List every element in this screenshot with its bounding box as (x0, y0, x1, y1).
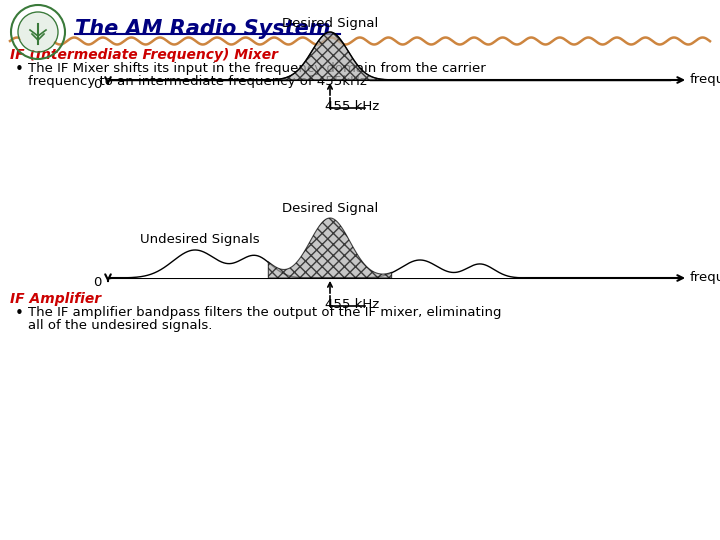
Text: 455 kHz: 455 kHz (325, 100, 379, 113)
Text: The AM Radio System: The AM Radio System (75, 19, 330, 39)
Text: frequency to an intermediate frequency of 455kHz: frequency to an intermediate frequency o… (28, 75, 367, 88)
Text: 0: 0 (94, 78, 102, 91)
Circle shape (19, 13, 57, 51)
Text: •: • (15, 62, 24, 77)
Text: IF (Intermediate Frequency) Mixer: IF (Intermediate Frequency) Mixer (10, 48, 278, 62)
Text: frequency: frequency (690, 272, 720, 285)
Text: all of the undesired signals.: all of the undesired signals. (28, 319, 212, 332)
Text: IF Amplifier: IF Amplifier (10, 292, 101, 306)
Text: 455 kHz: 455 kHz (325, 298, 379, 311)
Text: frequency: frequency (690, 73, 720, 86)
Text: The IF Mixer shifts its input in the frequency domain from the carrier: The IF Mixer shifts its input in the fre… (28, 62, 486, 75)
Text: 0: 0 (94, 276, 102, 289)
Text: •: • (15, 306, 24, 321)
Text: Undesired Signals: Undesired Signals (140, 233, 260, 246)
Text: Desired Signal: Desired Signal (282, 202, 378, 215)
Text: The IF amplifier bandpass filters the output of the IF mixer, eliminating: The IF amplifier bandpass filters the ou… (28, 306, 502, 319)
Text: Desired Signal: Desired Signal (282, 17, 378, 30)
